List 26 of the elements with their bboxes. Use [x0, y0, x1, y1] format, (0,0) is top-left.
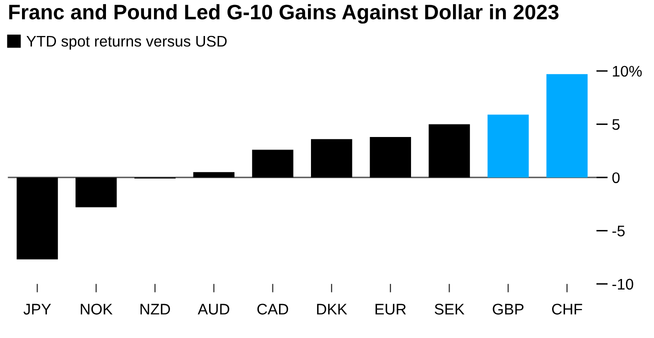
- y-tick-label: -10: [612, 278, 634, 290]
- y-tick-label: 10%: [612, 66, 642, 77]
- x-tick-label: SEK: [434, 304, 464, 315]
- y-tick-label: -5: [612, 226, 625, 236]
- x-tick-label: DKK: [317, 304, 348, 314]
- x-tick-label: EUR: [376, 304, 406, 315]
- bar: [16, 177, 58, 260]
- x-tick-label: AUD: [198, 304, 230, 315]
- legend-label: YTD spot returns versus USD: [26, 36, 227, 50]
- x-tick-label: JPY: [24, 304, 51, 315]
- x-tick-label: CAD: [257, 304, 288, 315]
- y-tick-label: 0: [612, 172, 620, 184]
- bar: [252, 150, 294, 178]
- bar: [428, 124, 470, 178]
- x-tick-label: GBP: [492, 304, 524, 315]
- bar: [370, 136, 412, 178]
- x-tick-label: NZD: [140, 304, 170, 314]
- y-tick-label: 5: [612, 119, 620, 130]
- bar: [546, 74, 588, 178]
- bar: [488, 114, 529, 178]
- x-tick-label: NOK: [80, 304, 113, 315]
- bar: [193, 172, 234, 178]
- bar: [76, 177, 117, 208]
- chart-title: Franc and Pound Led G-10 Gains Against Dollar in 2023: [9, 4, 559, 24]
- x-tick-label: CHF: [552, 304, 582, 315]
- bar: [310, 139, 352, 178]
